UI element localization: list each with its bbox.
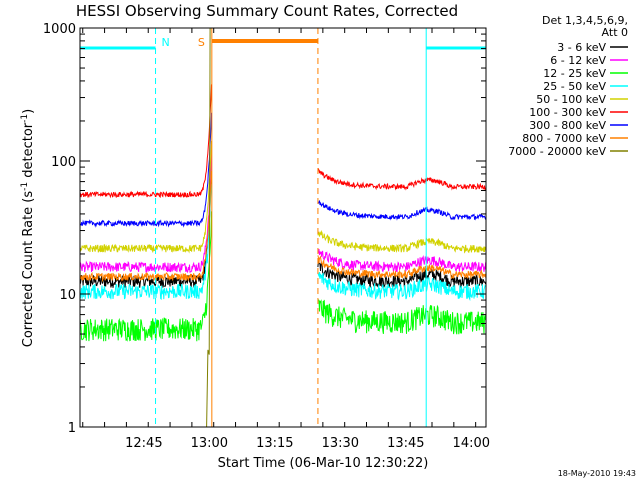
legend-label-8: 800 - 7000 keV [522, 132, 606, 145]
legend-header-line-2: Att 0 [602, 26, 628, 39]
x-tick-label: 13:15 [256, 436, 293, 451]
series-line-2 [79, 153, 487, 274]
y-tick-label: 1 [68, 421, 76, 436]
date-stamp: 18-May-2010 19:43 [558, 469, 636, 478]
legend-label-2: 6 - 12 keV [550, 54, 606, 67]
y-tick-label: 100 [51, 155, 76, 170]
x-tick-label: 12:45 [125, 436, 162, 451]
series-line-3 [79, 211, 487, 342]
legend-label-9: 7000 - 20000 keV [508, 145, 606, 158]
x-axis-label: Start Time (06-Mar-10 12:30:22) [218, 456, 429, 471]
legend-label-6: 100 - 300 keV [529, 106, 606, 119]
x-tick-label: 13:00 [191, 436, 228, 451]
legend-header-line-1: Det 1,3,4,5,6,9, [542, 14, 628, 27]
series-line-6 [79, 84, 487, 199]
legend-label-7: 300 - 800 keV [529, 119, 606, 132]
series-line-9 [206, 27, 211, 428]
series-line-4 [79, 183, 487, 302]
y-tick-label: 1000 [43, 22, 76, 37]
x-tick-label: 14:00 [453, 436, 490, 451]
plot-frame [79, 27, 487, 428]
y-axis-label: Corrected Count Rate (s-1 detector-1) [20, 109, 36, 347]
x-tick-label: 13:30 [322, 436, 359, 451]
series-line-8 [79, 170, 487, 283]
x-tick-label: 13:45 [387, 436, 424, 451]
chart-title: HESSI Observing Summary Count Rates, Cor… [76, 2, 458, 20]
legend-label-4: 25 - 50 keV [543, 80, 606, 93]
annotation-s: S [198, 36, 205, 49]
series-line-7 [79, 112, 487, 228]
legend-label-5: 50 - 100 keV [536, 93, 606, 106]
legend-label-3: 12 - 25 keV [543, 67, 606, 80]
series-line-5 [79, 140, 487, 254]
legend-label-1: 3 - 6 keV [557, 41, 606, 54]
y-tick-label: 10 [59, 288, 76, 303]
axes: 1 10 100 1000 12:45 13:00 13:15 13:30 13:45 14:00 [43, 22, 490, 451]
annotation-n: N [162, 36, 170, 49]
